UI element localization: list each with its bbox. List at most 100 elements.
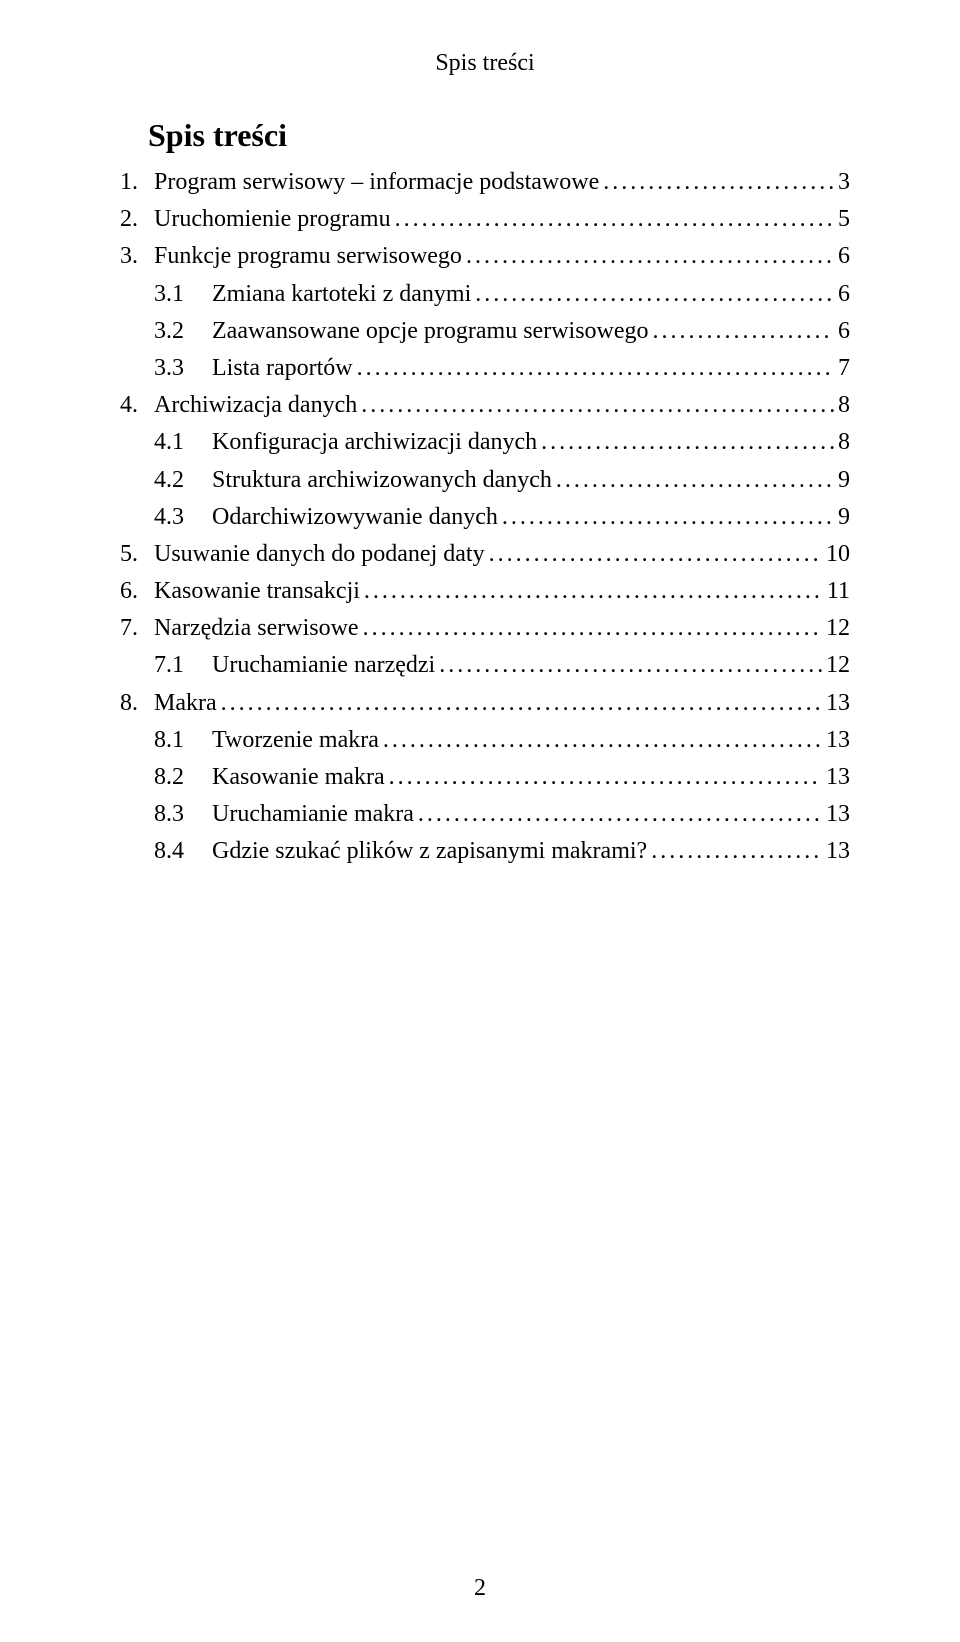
toc-entry-number: 3.1 bbox=[154, 276, 212, 313]
toc-entry: 8.2Kasowanie makra 13 bbox=[120, 759, 850, 796]
toc-leader-dots bbox=[395, 201, 834, 238]
toc-entry-number: 3.3 bbox=[154, 350, 212, 387]
toc-leader-dots bbox=[475, 276, 834, 313]
toc-entry-page: 6 bbox=[838, 313, 850, 350]
toc-entry-number: 8.1 bbox=[154, 722, 212, 759]
toc-entry-number: 8.2 bbox=[154, 759, 212, 796]
toc-title: Spis treści bbox=[148, 117, 850, 154]
toc-entry-page: 6 bbox=[838, 276, 850, 313]
toc-entry-page: 13 bbox=[826, 722, 850, 759]
toc-entry: 4.Archiwizacja danych 8 bbox=[120, 387, 850, 424]
toc-leader-dots bbox=[502, 499, 834, 536]
toc-entry-page: 6 bbox=[838, 238, 850, 275]
toc-entry-label: Lista raportów bbox=[212, 350, 353, 387]
toc-entry-page: 13 bbox=[826, 833, 850, 870]
toc-leader-dots bbox=[466, 238, 834, 275]
toc-entry-page: 13 bbox=[826, 796, 850, 833]
toc-entry: 4.3Odarchiwizowywanie danych 9 bbox=[120, 499, 850, 536]
toc-entry-number: 5. bbox=[120, 536, 154, 573]
toc-entry-label: Narzędzia serwisowe bbox=[154, 610, 359, 647]
toc-entry-page: 12 bbox=[826, 647, 850, 684]
toc-entry-number: 2. bbox=[120, 201, 154, 238]
toc-entry-label: Konfiguracja archiwizacji danych bbox=[212, 424, 537, 461]
toc-entry-label: Uruchomienie programu bbox=[154, 201, 391, 238]
toc-entry-label: Zaawansowane opcje programu serwisowego bbox=[212, 313, 649, 350]
toc-entry-number: 7.1 bbox=[154, 647, 212, 684]
toc-entry-number: 4.3 bbox=[154, 499, 212, 536]
toc-entry: 7.Narzędzia serwisowe 12 bbox=[120, 610, 850, 647]
toc-entry: 8.3Uruchamianie makra 13 bbox=[120, 796, 850, 833]
toc-entry: 4.1Konfiguracja archiwizacji danych 8 bbox=[120, 424, 850, 461]
toc-leader-dots bbox=[651, 833, 822, 870]
table-of-contents: 1.Program serwisowy – informacje podstaw… bbox=[120, 164, 850, 871]
toc-entry-label: Struktura archiwizowanych danych bbox=[212, 462, 552, 499]
toc-leader-dots bbox=[361, 387, 834, 424]
toc-entry-label: Odarchiwizowywanie danych bbox=[212, 499, 498, 536]
toc-entry-label: Tworzenie makra bbox=[212, 722, 379, 759]
toc-entry-number: 8. bbox=[120, 685, 154, 722]
toc-leader-dots bbox=[489, 536, 822, 573]
toc-entry-label: Zmiana kartoteki z danymi bbox=[212, 276, 471, 313]
toc-entry: 6.Kasowanie transakcji 11 bbox=[120, 573, 850, 610]
toc-entry-page: 12 bbox=[826, 610, 850, 647]
toc-leader-dots bbox=[556, 462, 834, 499]
toc-entry-page: 10 bbox=[826, 536, 850, 573]
toc-entry-page: 13 bbox=[826, 759, 850, 796]
toc-entry: 2.Uruchomienie programu 5 bbox=[120, 201, 850, 238]
toc-entry-number: 3.2 bbox=[154, 313, 212, 350]
toc-entry: 4.2Struktura archiwizowanych danych 9 bbox=[120, 462, 850, 499]
toc-entry-number: 8.4 bbox=[154, 833, 212, 870]
page-number: 2 bbox=[0, 1575, 960, 1602]
toc-entry-label: Kasowanie makra bbox=[212, 759, 385, 796]
toc-entry-label: Gdzie szukać plików z zapisanymi makrami… bbox=[212, 833, 647, 870]
toc-entry-label: Program serwisowy – informacje podstawow… bbox=[154, 164, 599, 201]
toc-entry-number: 4.2 bbox=[154, 462, 212, 499]
toc-entry-label: Makra bbox=[154, 685, 217, 722]
toc-leader-dots bbox=[389, 759, 822, 796]
toc-leader-dots bbox=[383, 722, 822, 759]
toc-entry-page: 9 bbox=[838, 499, 850, 536]
toc-entry-label: Uruchamianie narzędzi bbox=[212, 647, 435, 684]
toc-leader-dots bbox=[364, 573, 823, 610]
toc-entry-number: 1. bbox=[120, 164, 154, 201]
toc-entry-label: Uruchamianie makra bbox=[212, 796, 414, 833]
toc-entry-page: 3 bbox=[838, 164, 850, 201]
toc-entry: 3.2Zaawansowane opcje programu serwisowe… bbox=[120, 313, 850, 350]
toc-entry: 3.1Zmiana kartoteki z danymi 6 bbox=[120, 276, 850, 313]
toc-leader-dots bbox=[357, 350, 834, 387]
toc-entry-label: Usuwanie danych do podanej daty bbox=[154, 536, 485, 573]
toc-entry: 7.1Uruchamianie narzędzi 12 bbox=[120, 647, 850, 684]
toc-leader-dots bbox=[603, 164, 834, 201]
toc-entry: 3.Funkcje programu serwisowego 6 bbox=[120, 238, 850, 275]
toc-leader-dots bbox=[363, 610, 822, 647]
toc-entry: 8.Makra 13 bbox=[120, 685, 850, 722]
toc-entry-number: 7. bbox=[120, 610, 154, 647]
toc-entry-page: 11 bbox=[827, 573, 850, 610]
running-head: Spis treści bbox=[120, 50, 850, 77]
toc-entry: 3.3Lista raportów 7 bbox=[120, 350, 850, 387]
document-page: Spis treści Spis treści 1.Program serwis… bbox=[0, 0, 960, 1642]
toc-entry: 8.1Tworzenie makra 13 bbox=[120, 722, 850, 759]
toc-leader-dots bbox=[439, 647, 822, 684]
toc-leader-dots bbox=[653, 313, 834, 350]
toc-entry-label: Kasowanie transakcji bbox=[154, 573, 360, 610]
toc-entry: 8.4Gdzie szukać plików z zapisanymi makr… bbox=[120, 833, 850, 870]
toc-entry-label: Funkcje programu serwisowego bbox=[154, 238, 462, 275]
toc-leader-dots bbox=[418, 796, 822, 833]
toc-entry-number: 4.1 bbox=[154, 424, 212, 461]
toc-entry: 5.Usuwanie danych do podanej daty 10 bbox=[120, 536, 850, 573]
toc-entry-number: 4. bbox=[120, 387, 154, 424]
toc-entry-page: 8 bbox=[838, 424, 850, 461]
toc-leader-dots bbox=[221, 685, 822, 722]
toc-entry-page: 8 bbox=[838, 387, 850, 424]
toc-entry-number: 8.3 bbox=[154, 796, 212, 833]
toc-leader-dots bbox=[541, 424, 834, 461]
toc-entry-number: 6. bbox=[120, 573, 154, 610]
toc-entry-number: 3. bbox=[120, 238, 154, 275]
toc-entry-page: 13 bbox=[826, 685, 850, 722]
toc-entry-label: Archiwizacja danych bbox=[154, 387, 357, 424]
toc-entry: 1.Program serwisowy – informacje podstaw… bbox=[120, 164, 850, 201]
toc-entry-page: 9 bbox=[838, 462, 850, 499]
toc-entry-page: 5 bbox=[838, 201, 850, 238]
toc-entry-page: 7 bbox=[838, 350, 850, 387]
